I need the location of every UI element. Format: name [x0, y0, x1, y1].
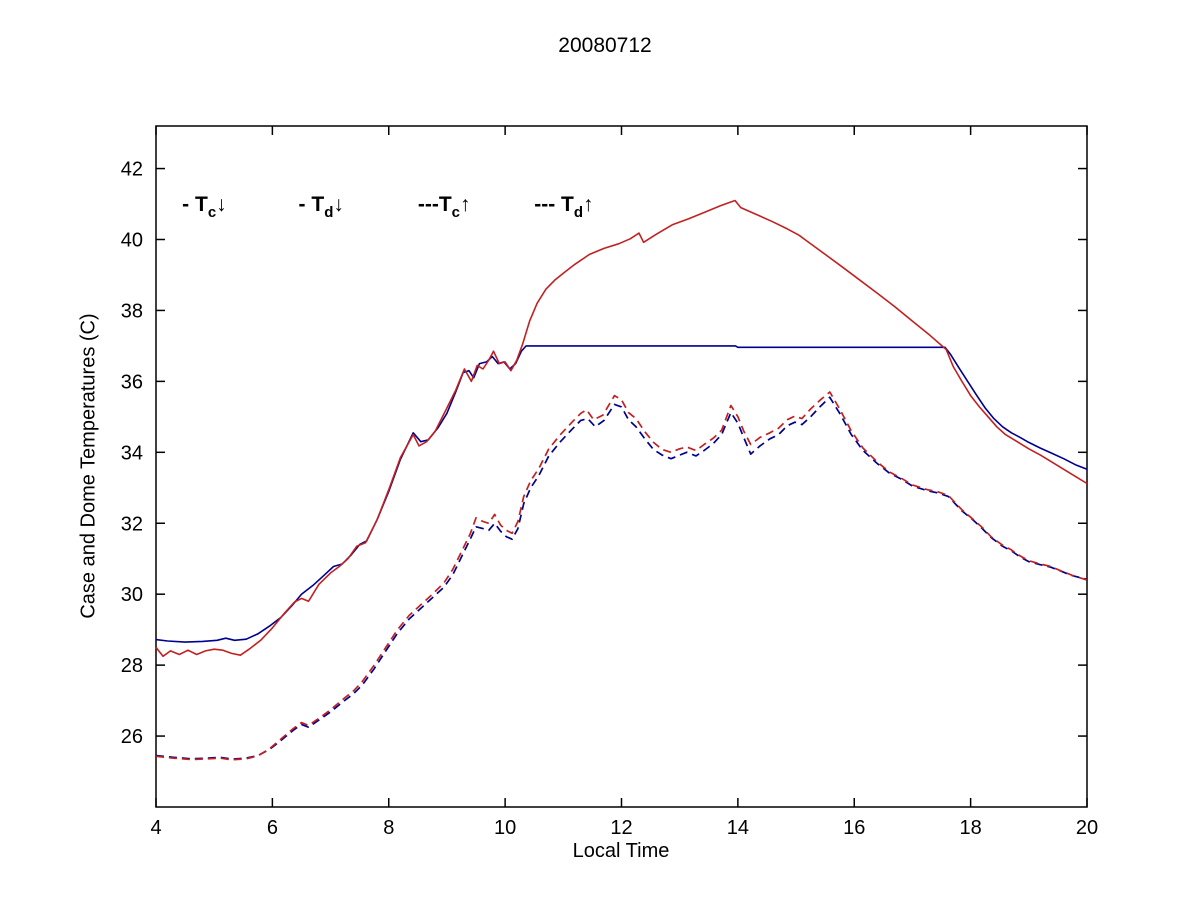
- x-tick-label: 20: [1076, 817, 1098, 839]
- y-tick-label: 36: [121, 371, 143, 393]
- x-tick-label: 16: [843, 817, 865, 839]
- legend-line-sample-and-symbol: ---T: [418, 193, 452, 216]
- x-tick-label: 8: [383, 817, 394, 839]
- y-tick-label: 40: [121, 230, 143, 252]
- x-axis-label: Local Time: [572, 840, 670, 862]
- legend-item-Td-down: - Td↓: [299, 193, 344, 221]
- y-tick-label: 32: [121, 513, 143, 535]
- x-tick-label: 6: [267, 817, 278, 839]
- legend-line-sample-and-symbol: - T: [299, 193, 325, 216]
- x-tick-label: 4: [150, 817, 161, 839]
- y-tick-label: 28: [121, 655, 143, 677]
- legend-subscript: d: [324, 204, 333, 221]
- series-line-Td-up: [155, 391, 1088, 761]
- y-tick-label: 42: [121, 159, 143, 181]
- down-arrow-icon: ↓: [333, 193, 344, 216]
- legend-subscript: c: [208, 204, 216, 221]
- series-line-Tc-down: [155, 345, 1088, 643]
- x-tick-label: 10: [494, 817, 516, 839]
- y-tick-label: 34: [121, 442, 143, 464]
- x-tick-label: 12: [610, 817, 632, 839]
- down-arrow-icon: ↓: [216, 193, 227, 216]
- legend-line-sample-and-symbol: --- T: [534, 193, 574, 216]
- legend-subscript: c: [452, 204, 460, 221]
- y-tick-label: 30: [121, 584, 143, 606]
- x-tick-label: 14: [727, 817, 749, 839]
- up-arrow-icon: ↑: [460, 193, 471, 216]
- legend-item-Tc-up: ---Tc↑: [418, 193, 471, 221]
- y-tick-label: 38: [121, 300, 143, 322]
- series-line-Tc-up: [155, 396, 1088, 760]
- legend-subscript: d: [574, 204, 583, 221]
- up-arrow-icon: ↑: [583, 193, 594, 216]
- legend-line-sample-and-symbol: - T: [182, 193, 208, 216]
- legend-item-Td-up: --- Td↑: [534, 193, 593, 221]
- legend-item-Tc-down: - Tc↓: [182, 193, 227, 221]
- axes-frame: [155, 125, 1088, 808]
- y-tick-label: 26: [121, 726, 143, 748]
- series-line-Td-down: [155, 199, 1088, 658]
- x-tick-label: 18: [960, 817, 982, 839]
- chart-title: 20080712: [558, 34, 652, 57]
